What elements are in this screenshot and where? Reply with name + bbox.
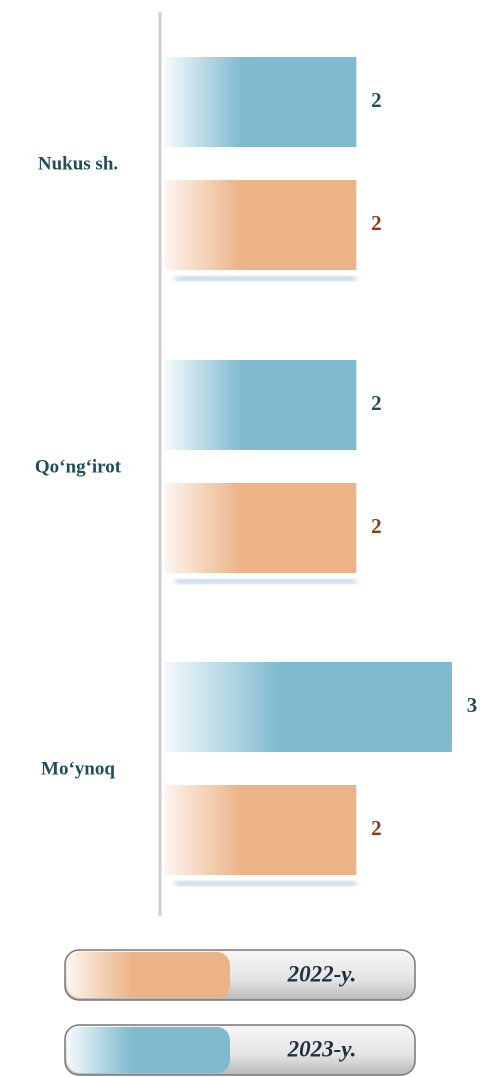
bar (165, 57, 357, 147)
bar (165, 180, 357, 270)
value-label: 3 (467, 693, 478, 717)
bar (165, 785, 357, 875)
category-label: Mo‘ynoq (41, 758, 115, 779)
bar (165, 662, 452, 752)
value-label: 2 (371, 88, 382, 112)
legend-label: 2022-y. (287, 961, 357, 986)
category-label: Qo‘ng‘irot (35, 456, 122, 477)
value-label: 2 (371, 391, 382, 415)
bar-shadow (175, 276, 357, 281)
bar-shadow (175, 579, 357, 584)
legend-swatch (67, 1027, 230, 1073)
bar-shadow (175, 881, 357, 886)
value-label: 2 (371, 514, 382, 538)
legend-swatch (67, 952, 230, 998)
bar (165, 360, 357, 450)
value-label: 2 (371, 211, 382, 235)
category-label: Nukus sh. (38, 153, 118, 174)
value-label: 2 (371, 816, 382, 840)
legend-label: 2023-y. (287, 1036, 357, 1061)
bar (165, 483, 357, 573)
